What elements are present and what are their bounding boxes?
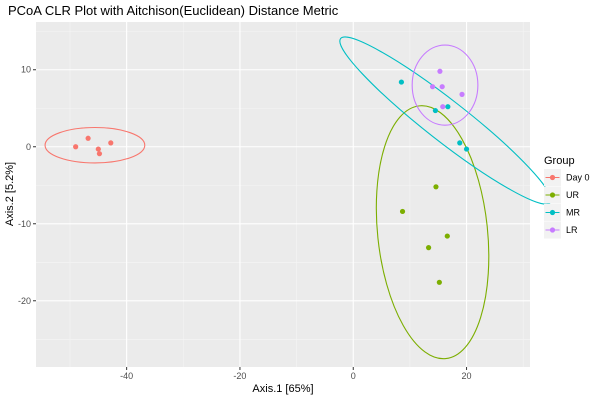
y-tick-label: -20 xyxy=(18,296,31,306)
data-point-lr xyxy=(459,91,465,97)
data-point-ur xyxy=(433,184,439,190)
ellipse-ur xyxy=(375,105,490,360)
ellipse-day-0 xyxy=(44,126,146,164)
legend-title: Group xyxy=(544,155,575,167)
chart-title: PCoA CLR Plot with Aitchison(Euclidean) … xyxy=(8,3,339,18)
data-point-day-0 xyxy=(95,146,101,152)
data-point-day-0 xyxy=(96,151,103,157)
y-tick-label: 10 xyxy=(21,65,31,75)
x-axis-title: Axis.1 [65%] xyxy=(252,383,313,395)
data-point-ur xyxy=(425,245,432,251)
x-tick-label: 20 xyxy=(462,371,472,381)
legend-label: LR xyxy=(566,225,578,235)
data-points xyxy=(73,68,470,285)
y-axis-title: Axis.2 [5.2%] xyxy=(4,162,16,226)
data-point-lr xyxy=(437,68,443,74)
plot-panel xyxy=(36,22,530,367)
data-point-mr xyxy=(457,140,463,146)
data-point-ur xyxy=(436,279,442,285)
data-point-mr xyxy=(445,104,451,110)
legend: Group Day 0 UR MR LR xyxy=(544,155,590,239)
data-point-day-0 xyxy=(85,135,91,141)
data-point-lr xyxy=(429,84,436,90)
data-point-mr xyxy=(463,146,470,152)
legend-key-point xyxy=(549,174,556,181)
grid-lines xyxy=(36,22,530,367)
x-tick-label: -40 xyxy=(120,371,133,381)
data-point-lr xyxy=(440,104,446,110)
axis-ticks: -40 -20 0 20 -20 -10 0 10 xyxy=(18,65,472,381)
data-point-lr xyxy=(439,84,445,90)
data-point-ur xyxy=(444,233,450,239)
y-tick-label: 0 xyxy=(26,142,31,152)
x-tick-label: 0 xyxy=(351,371,356,381)
data-point-day-0 xyxy=(108,140,114,146)
data-point-ur xyxy=(399,208,406,215)
legend-key-point xyxy=(549,192,556,198)
legend-key-point xyxy=(549,209,556,216)
legend-label: MR xyxy=(566,208,580,218)
legend-label: UR xyxy=(566,190,579,200)
data-point-mr xyxy=(432,107,438,114)
legend-label: Day 0 xyxy=(566,173,590,183)
ellipse-lr xyxy=(411,44,479,126)
data-point-day-0 xyxy=(73,144,79,150)
legend-key-point xyxy=(549,227,556,233)
y-tick-label: -10 xyxy=(18,219,31,229)
x-tick-label: -20 xyxy=(233,371,246,381)
data-point-mr xyxy=(398,79,405,85)
